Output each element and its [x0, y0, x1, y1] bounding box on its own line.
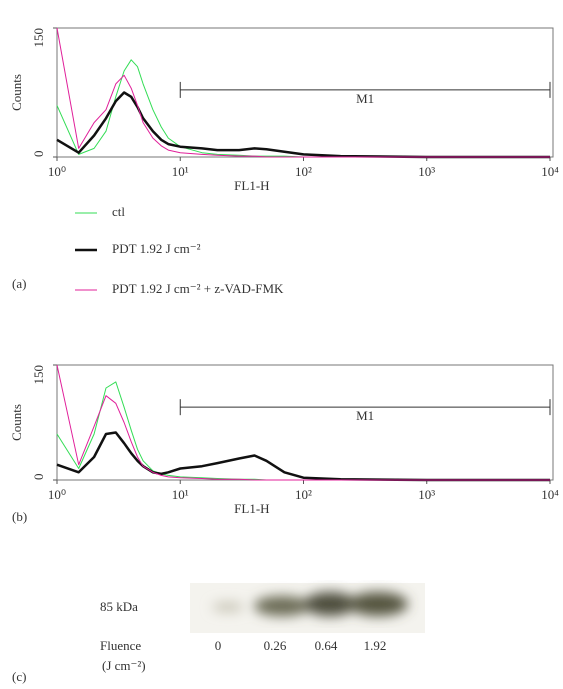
- series-line: [56, 91, 550, 159]
- y-axis-label: Counts: [9, 74, 24, 111]
- y-tick-label: 150: [31, 28, 46, 48]
- lane-label: 0: [215, 638, 222, 653]
- x-tick-label: 10⁴: [541, 487, 559, 502]
- plot-frame: [56, 27, 554, 158]
- fluence-unit: (J cm⁻²): [102, 658, 146, 673]
- legend-label: ctl: [112, 204, 125, 219]
- x-tick-label: 10²: [295, 487, 312, 502]
- band-label: 85 kDa: [100, 599, 138, 614]
- legend-label: PDT 1.92 J cm⁻² + z-VAD-FMK: [112, 281, 284, 296]
- gate-label: M1: [356, 408, 374, 423]
- x-tick-label: 10³: [418, 487, 435, 502]
- x-tick-label: 10⁰: [48, 164, 66, 179]
- y-tick-label: 0: [31, 151, 46, 158]
- y-tick-label: 150: [31, 365, 46, 385]
- x-axis-label: FL1-H: [234, 501, 269, 516]
- panel-label: (c): [12, 669, 26, 684]
- panel-label: (a): [12, 276, 26, 291]
- x-tick-label: 10²: [295, 164, 312, 179]
- legend-label: PDT 1.92 J cm⁻²: [112, 241, 201, 256]
- y-axis-label: Counts: [9, 404, 24, 441]
- series-line: [56, 431, 550, 482]
- plot-frame: [56, 364, 554, 481]
- lane-label: 0.26: [264, 638, 287, 653]
- series-line: [56, 381, 550, 481]
- gate-label: M1: [356, 91, 374, 106]
- lane-label: 0.64: [315, 638, 338, 653]
- lane-label: 1.92: [364, 638, 387, 653]
- x-tick-label: 10⁰: [48, 487, 66, 502]
- x-tick-label: 10¹: [172, 487, 189, 502]
- fluence-label: Fluence: [100, 638, 141, 653]
- series-line: [56, 364, 550, 481]
- series-line: [56, 59, 550, 158]
- blot-band: [212, 592, 408, 616]
- x-tick-label: 10⁴: [541, 164, 559, 179]
- x-axis-label: FL1-H: [234, 178, 269, 193]
- x-tick-label: 10¹: [172, 164, 189, 179]
- x-tick-label: 10³: [418, 164, 435, 179]
- y-tick-label: 0: [31, 474, 46, 481]
- panel-label: (b): [12, 509, 27, 524]
- series-line: [56, 27, 550, 158]
